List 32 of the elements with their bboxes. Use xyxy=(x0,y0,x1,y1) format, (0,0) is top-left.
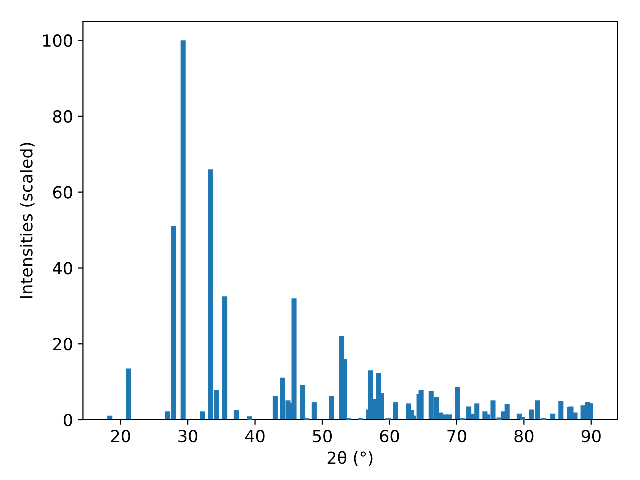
x-tick-label: 20 xyxy=(111,430,130,443)
bar xyxy=(550,414,556,420)
y-tick-label: 0 xyxy=(64,414,72,427)
bar xyxy=(474,404,480,420)
y-tick-label: 100 xyxy=(43,34,72,48)
bar xyxy=(180,40,186,420)
x-tick-label: 90 xyxy=(582,430,601,443)
x-tick-label: 50 xyxy=(313,430,332,443)
bar xyxy=(300,385,306,420)
x-tick-label: 40 xyxy=(245,430,265,443)
bar xyxy=(329,396,334,420)
bar xyxy=(520,416,526,420)
x-tick-label: 30 xyxy=(178,430,198,443)
bar xyxy=(312,402,317,420)
bar xyxy=(393,402,398,420)
x-tick-label: 60 xyxy=(380,430,400,443)
y-tick-label: 20 xyxy=(53,338,72,351)
y-axis-title: Intensities (scaled) xyxy=(20,143,35,298)
x-tick-label: 70 xyxy=(448,430,466,443)
bar xyxy=(272,396,278,420)
bar xyxy=(558,401,564,420)
bar xyxy=(126,368,132,420)
bar xyxy=(234,410,239,420)
x-tick-label: 80 xyxy=(514,430,534,443)
bar xyxy=(200,412,206,420)
bar xyxy=(447,414,452,420)
bar xyxy=(222,296,228,420)
bar xyxy=(247,416,252,420)
y-tick-label: 40 xyxy=(53,262,72,275)
y-tick-label: 60 xyxy=(53,186,72,199)
x-axis-title: 2θ (°) xyxy=(328,451,373,466)
y-tick-label: 80 xyxy=(53,110,72,124)
